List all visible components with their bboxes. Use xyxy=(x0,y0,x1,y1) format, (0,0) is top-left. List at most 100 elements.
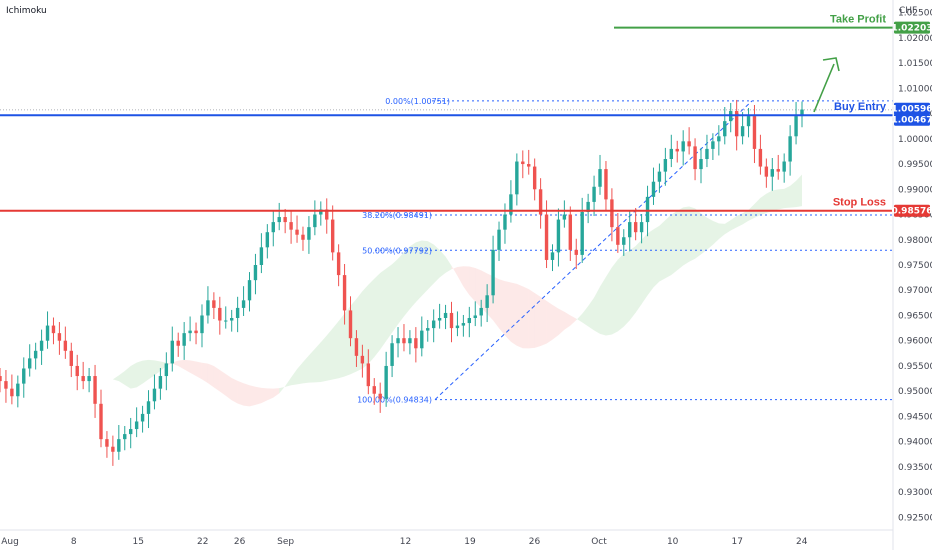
price-tick-label: 0.96500 xyxy=(898,311,932,321)
cloud-segment xyxy=(308,348,315,383)
cloud-segment xyxy=(279,386,286,394)
cloud-segment xyxy=(326,328,333,381)
time-tick-label: 24 xyxy=(796,537,808,547)
cloud-segment xyxy=(647,229,654,296)
price-tag xyxy=(894,204,930,217)
cloud-segment xyxy=(297,362,303,385)
candle-body xyxy=(218,307,222,321)
cloud-segment xyxy=(213,365,220,392)
time-axis: Aug 8 15 22 26 Sep 12 19 26 Oct 10 17 24 xyxy=(0,529,893,547)
cloud-segment xyxy=(504,281,511,342)
candle-body xyxy=(633,222,638,233)
cloud-segment xyxy=(463,266,470,295)
cloud-segment xyxy=(605,267,612,336)
fib-level-label: 38.20%(0.98491) xyxy=(362,211,432,220)
cloud-segment xyxy=(724,220,731,235)
candle-body xyxy=(705,148,709,159)
candle-body xyxy=(485,295,489,308)
cloud-segment xyxy=(415,240,422,303)
candle-body xyxy=(437,318,442,321)
cloud-segment xyxy=(528,289,535,349)
cloud-segment xyxy=(576,313,583,323)
candle-body xyxy=(580,212,584,255)
cloud-segment xyxy=(522,286,529,349)
fibonacci-retracement: 0.00%(1.00751) 38.20%(0.98491) 50.00%(0.97… xyxy=(0,97,893,405)
candle-body xyxy=(111,446,115,452)
candle-body xyxy=(752,116,757,149)
candle-body xyxy=(146,401,151,414)
fib-level-label: 0.00%(1.00751) xyxy=(385,97,450,106)
cloud-segment xyxy=(302,355,309,384)
price-tick-label: 0.97500 xyxy=(898,261,932,271)
cloud-segment xyxy=(439,249,446,278)
price-tick-label: 0.97000 xyxy=(898,286,932,296)
candle-body xyxy=(259,247,264,265)
candle-body xyxy=(51,325,56,334)
candle-body xyxy=(420,330,424,349)
price-tick-label: 1.02500 xyxy=(898,9,932,19)
candle-body xyxy=(449,312,454,329)
cloud-segment xyxy=(243,383,250,407)
cloud-segment xyxy=(225,374,232,401)
candle-body xyxy=(461,323,466,326)
candle-body xyxy=(384,365,388,399)
cloud-segment xyxy=(510,282,517,346)
cloud-segment xyxy=(582,306,589,327)
candle-body xyxy=(176,340,180,346)
candle-body xyxy=(503,214,507,230)
time-tick-label: 19 xyxy=(464,537,476,547)
cloud-segment xyxy=(534,293,541,348)
cloud-segment xyxy=(689,206,696,262)
candle-body xyxy=(241,300,246,308)
candle-body xyxy=(271,222,275,233)
candle-body xyxy=(164,363,169,377)
candle-body xyxy=(28,358,32,369)
candle-body xyxy=(556,219,561,253)
candle-body xyxy=(800,109,804,117)
time-tick-label: 10 xyxy=(667,537,679,547)
cloud-segment xyxy=(588,297,595,331)
cloud-segment xyxy=(754,197,761,218)
cloud-segment xyxy=(386,264,393,342)
time-tick-label: 22 xyxy=(197,537,208,547)
cloud-segment xyxy=(445,256,452,273)
level-label: Take Profit xyxy=(830,14,886,26)
cloud-segment xyxy=(338,313,345,379)
candle-body xyxy=(45,325,50,341)
candle-body xyxy=(10,388,14,397)
cloud-segment xyxy=(362,284,369,369)
cloud-segment xyxy=(148,359,155,380)
cloud-segment xyxy=(558,308,565,336)
cloud-segment xyxy=(516,283,523,349)
candle-body xyxy=(295,229,299,235)
candle-body xyxy=(307,227,311,240)
candle-body xyxy=(544,214,549,260)
candle-body xyxy=(22,368,26,384)
candle-body xyxy=(229,318,234,321)
candle-body xyxy=(592,186,596,202)
candle-body xyxy=(663,159,668,172)
cloud-segment xyxy=(730,216,737,231)
cloud-segment xyxy=(380,268,387,350)
price-tag xyxy=(894,21,930,34)
cloud-segment xyxy=(742,209,749,225)
candle-body xyxy=(479,307,483,316)
candle-body xyxy=(414,338,418,349)
candle-body xyxy=(645,196,650,223)
candle-body xyxy=(188,330,192,334)
cloud-segment xyxy=(403,246,410,317)
candle-body xyxy=(455,325,460,329)
candle-body xyxy=(235,307,240,318)
candle-body xyxy=(247,280,252,301)
candle-body xyxy=(360,355,365,364)
cloud-segment xyxy=(617,253,624,332)
price-tick-label: 1.00000 xyxy=(898,135,932,145)
candle-body xyxy=(782,161,786,172)
fib-trend-line xyxy=(434,100,753,400)
candle-body xyxy=(758,148,763,167)
cloud-segment xyxy=(600,276,606,336)
candle-body xyxy=(675,148,679,152)
cloud-segment xyxy=(540,296,547,347)
